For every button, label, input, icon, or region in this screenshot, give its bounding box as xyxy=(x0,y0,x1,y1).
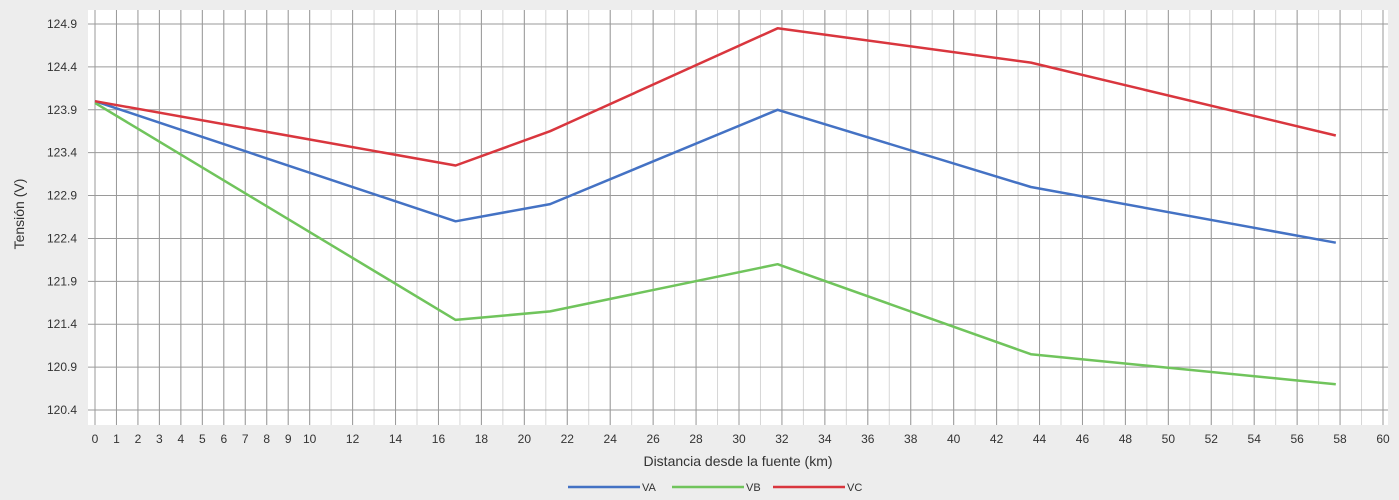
x-tick-label: 44 xyxy=(1033,432,1047,446)
x-tick-label: 50 xyxy=(1162,432,1176,446)
x-tick-label: 16 xyxy=(432,432,446,446)
y-tick-label: 121.4 xyxy=(47,317,77,331)
x-axis-tick-labels: 0 1 2 3 4 5 6 7 8 9 10 12 14 16 18 20 22 24 26 28 30 32 34 36 38… xyxy=(92,432,1390,446)
y-tick-label: 123.9 xyxy=(47,103,77,117)
y-tick-label: 124.9 xyxy=(47,17,77,31)
x-tick-label: 60 xyxy=(1376,432,1390,446)
x-tick-label: 42 xyxy=(990,432,1004,446)
x-tick-label: 58 xyxy=(1333,432,1347,446)
y-tick-label: 122.4 xyxy=(47,231,77,245)
legend-label-vb: VB xyxy=(746,482,761,494)
x-tick-label: 20 xyxy=(518,432,532,446)
x-tick-label: 7 xyxy=(242,432,249,446)
x-tick-label: 0 xyxy=(92,432,99,446)
legend: VA VB VC xyxy=(568,482,862,494)
x-tick-label: 38 xyxy=(904,432,918,446)
x-tick-label: 48 xyxy=(1119,432,1133,446)
x-tick-label: 2 xyxy=(135,432,142,446)
x-tick-label: 4 xyxy=(178,432,185,446)
y-tick-label: 121.9 xyxy=(47,274,77,288)
x-tick-label: 54 xyxy=(1248,432,1262,446)
x-tick-label: 56 xyxy=(1290,432,1304,446)
y-tick-label: 122.9 xyxy=(47,189,77,203)
x-tick-label: 14 xyxy=(389,432,403,446)
y-axis-label: Tensión (V) xyxy=(11,179,27,250)
x-axis-label: Distancia desde la fuente (km) xyxy=(643,453,832,469)
x-tick-label: 10 xyxy=(303,432,317,446)
x-tick-label: 28 xyxy=(689,432,703,446)
x-tick-label: 26 xyxy=(646,432,660,446)
x-tick-label: 8 xyxy=(263,432,270,446)
x-tick-label: 40 xyxy=(947,432,961,446)
legend-label-vc: VC xyxy=(847,482,862,494)
x-tick-label: 24 xyxy=(604,432,618,446)
y-axis-tick-labels: 120.4 120.9 121.4 121.9 122.4 122.9 123.4 123.9… xyxy=(47,17,77,417)
y-tick-label: 124.4 xyxy=(47,60,77,74)
y-tick-label: 123.4 xyxy=(47,146,77,160)
x-tick-label: 52 xyxy=(1205,432,1219,446)
x-tick-label: 36 xyxy=(861,432,875,446)
x-tick-label: 32 xyxy=(775,432,789,446)
x-tick-label: 1 xyxy=(113,432,120,446)
x-tick-label: 9 xyxy=(285,432,292,446)
legend-label-va: VA xyxy=(642,482,657,494)
x-tick-label: 12 xyxy=(346,432,360,446)
x-tick-label: 3 xyxy=(156,432,163,446)
x-tick-label: 30 xyxy=(732,432,746,446)
x-tick-label: 5 xyxy=(199,432,206,446)
y-tick-label: 120.9 xyxy=(47,360,77,374)
x-tick-label: 46 xyxy=(1076,432,1090,446)
x-tick-label: 22 xyxy=(561,432,575,446)
y-tick-label: 120.4 xyxy=(47,403,77,417)
x-tick-label: 34 xyxy=(818,432,832,446)
x-tick-label: 18 xyxy=(475,432,489,446)
x-tick-label: 6 xyxy=(220,432,227,446)
